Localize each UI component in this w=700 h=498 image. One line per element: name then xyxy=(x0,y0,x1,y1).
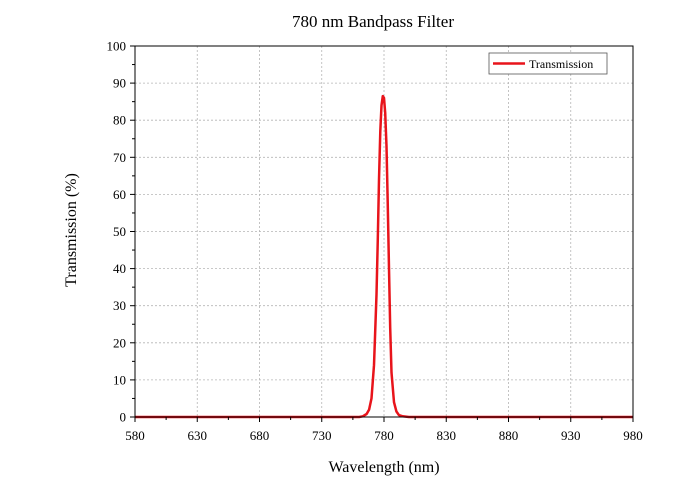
y-tick-label: 20 xyxy=(113,335,126,350)
chart-title: 780 nm Bandpass Filter xyxy=(292,12,454,31)
legend-label: Transmission xyxy=(529,57,593,71)
x-axis-label: Wavelength (nm) xyxy=(328,459,439,476)
y-tick-label: 30 xyxy=(113,298,126,313)
y-tick-label: 50 xyxy=(113,224,126,239)
y-tick-label: 40 xyxy=(113,261,126,276)
axes: 580 630 680 730 780 830 880 930 980 0 10 20 30 40 50 60… xyxy=(107,39,643,444)
y-tick-label: 60 xyxy=(113,187,126,202)
grid xyxy=(135,46,633,417)
plot-area xyxy=(135,94,633,419)
x-tick-label: 630 xyxy=(188,428,208,443)
y-tick-label: 10 xyxy=(113,372,126,387)
x-tick-label: 730 xyxy=(312,428,332,443)
y-tick-label: 0 xyxy=(120,410,127,425)
y-tick-label: 80 xyxy=(113,113,126,128)
y-axis-label: Transmission (%) xyxy=(63,173,80,287)
legend: Transmission xyxy=(488,52,608,75)
y-tick-label: 70 xyxy=(113,150,126,165)
x-tick-label: 580 xyxy=(125,428,145,443)
x-tick-label: 930 xyxy=(561,428,581,443)
x-tick-label: 780 xyxy=(374,428,394,443)
y-tick-label: 100 xyxy=(107,39,127,54)
legend-box xyxy=(488,52,608,75)
x-tick-label: 680 xyxy=(250,428,270,443)
x-tick-label: 830 xyxy=(437,428,457,443)
x-tick-label: 980 xyxy=(623,428,643,443)
series-line-transmission xyxy=(135,94,633,419)
y-tick-label: 90 xyxy=(113,76,126,91)
x-tick-label: 880 xyxy=(499,428,519,443)
